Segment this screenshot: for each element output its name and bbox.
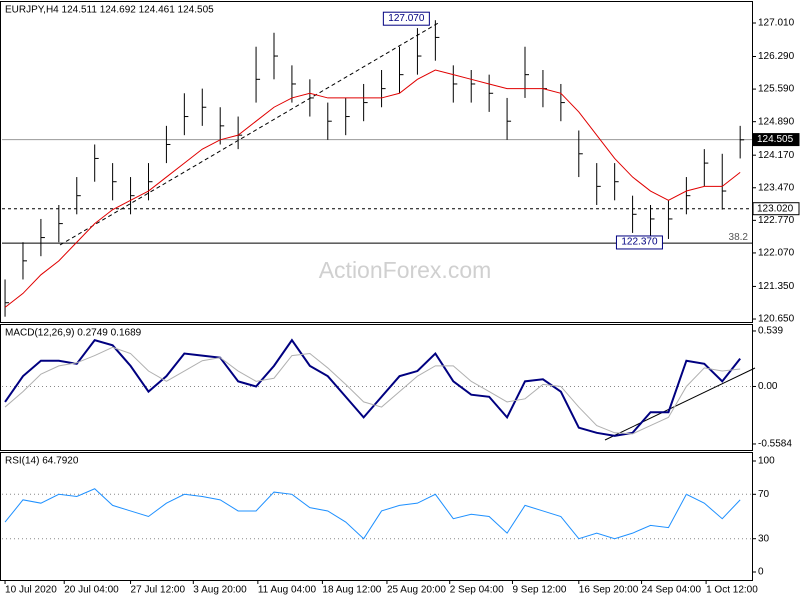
- y-tick-label: -0.5584: [758, 439, 792, 450]
- y-tick-label: 0: [758, 567, 764, 578]
- x-tick-label: 25 Aug 20:00: [387, 585, 446, 596]
- x-tick-label: 27 Jul 12:00: [131, 585, 186, 596]
- panel-title: EURJPY,H4 124.511 124.692 124.461 124.50…: [5, 5, 214, 16]
- y-tick-label: 30: [758, 533, 770, 544]
- x-tick-label: 1 Oct 12:00: [706, 585, 758, 596]
- x-tick-label: 10 Jul 2020: [5, 585, 57, 596]
- y-tick-label: 127.010: [758, 18, 795, 29]
- level-label: 124.505: [757, 134, 794, 145]
- y-tick-label: 125.590: [758, 84, 795, 95]
- x-tick-label: 18 Aug 12:00: [322, 585, 381, 596]
- y-tick-label: 70: [758, 489, 770, 500]
- y-tick-label: 123.470: [758, 182, 795, 193]
- indicator-line: [4, 346, 741, 435]
- watermark: ActionForex.com: [319, 257, 492, 283]
- y-tick-label: 121.350: [758, 281, 795, 292]
- level-label: 123.020: [757, 203, 794, 214]
- x-tick-label: 24 Sep 04:00: [642, 585, 702, 596]
- y-tick-label: 124.890: [758, 116, 795, 127]
- macd-frame: [0, 324, 753, 451]
- y-tick-label: 120.650: [758, 314, 795, 325]
- x-tick-label: 11 Aug 04:00: [258, 585, 317, 596]
- y-tick-label: 126.290: [758, 51, 795, 62]
- y-tick-label: 124.170: [758, 150, 795, 161]
- annotation-box: [382, 11, 430, 26]
- indicator-line: [4, 488, 741, 540]
- y-tick-label: 122.770: [758, 215, 795, 226]
- y-tick-label: 100: [758, 456, 775, 467]
- fib-label: 38.2: [729, 232, 749, 243]
- y-tick-label: 0.00: [758, 381, 778, 392]
- panel-title: RSI(14) 64.7920: [5, 456, 79, 467]
- moving-average: [4, 69, 741, 308]
- annotation-label: 122.370: [621, 237, 658, 248]
- panel-title: MACD(12,26,9) 0.2749 0.1689: [5, 328, 142, 339]
- annotation-label: 127.070: [388, 13, 425, 24]
- x-tick-label: 20 Jul 04:00: [64, 585, 119, 596]
- level-box: [752, 202, 800, 216]
- x-tick-label: 9 Sep 12:00: [512, 585, 566, 596]
- trend-line: [59, 21, 441, 246]
- x-tick-label: 3 Aug 20:00: [193, 585, 247, 596]
- level-box: [752, 133, 800, 147]
- x-tick-label: 2 Sep 04:00: [450, 585, 504, 596]
- price-frame: [0, 1, 753, 323]
- macd-trend-line: [604, 367, 756, 441]
- x-tick-label: 16 Sep 20:00: [579, 585, 639, 596]
- indicator-line: [4, 338, 741, 437]
- rsi-frame: [0, 452, 753, 581]
- y-tick-label: 0.539: [758, 326, 783, 337]
- y-tick-label: 122.070: [758, 248, 795, 259]
- annotation-box: [615, 235, 663, 250]
